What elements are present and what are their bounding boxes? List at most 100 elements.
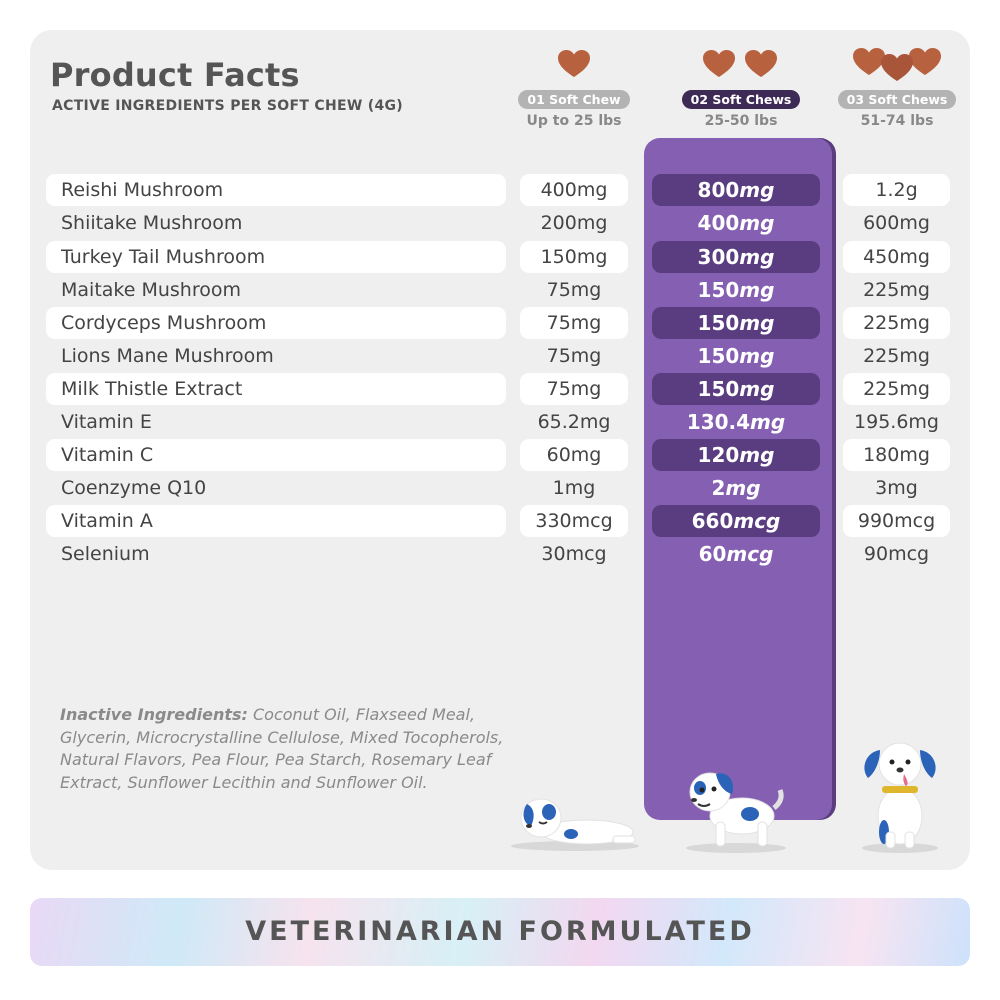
inactive-ingredients-text: Coconut Oil, Flaxseed Meal, Glycerin, Mi… — [60, 705, 504, 792]
ingredient-name: Maitake Mushroom — [61, 279, 241, 301]
value-unit: mg — [739, 443, 775, 467]
sleeping-dog-icon — [511, 798, 639, 851]
value-1-chew: 330mcg — [520, 505, 628, 537]
table-row: Turkey Tail Mushroom 150mg 300mg 450mg — [0, 241, 1000, 274]
value-3-chews: 990mcg — [843, 505, 950, 537]
value-3-chews: 195.6mg — [854, 411, 939, 433]
value-3-chews: 225mg — [843, 307, 950, 339]
value-1-chew: 60mg — [520, 439, 628, 471]
value-number: 660 — [691, 509, 734, 533]
banner-text: VETERINARIAN FORMULATED — [245, 916, 755, 947]
ingredient-name: Shiitake Mushroom — [61, 212, 243, 234]
value-number: 400 — [697, 211, 740, 235]
ingredient-name: Lions Mane Mushroom — [61, 345, 274, 367]
value-unit: mcg — [726, 542, 774, 566]
value-1-chew: 75mg — [546, 279, 602, 301]
value-1-chew: 400mg — [520, 174, 628, 206]
value-3-chews: 3mg — [875, 477, 918, 499]
value-1-chew: 1mg — [552, 477, 596, 499]
soft-chew-icon — [881, 54, 913, 81]
column-weight-1: Up to 25 lbs — [526, 113, 622, 129]
table-row: Lions Mane Mushroom 75mg 150mg 225mg — [0, 340, 1000, 373]
ingredient-name: Milk Thistle Extract — [46, 373, 506, 405]
value-2-chews: 2mg — [652, 472, 820, 504]
soft-chew-icon — [703, 50, 735, 77]
value-unit: mg — [739, 377, 775, 401]
value-unit: mg — [739, 344, 775, 368]
chew-icon-group-1 — [489, 48, 659, 84]
value-2-chews: 800mg — [652, 174, 820, 206]
column-weight-2: 25-50 lbs — [704, 113, 778, 129]
soft-chew-icon — [909, 48, 941, 75]
ingredient-name: Coenzyme Q10 — [61, 477, 207, 499]
value-number: 150 — [697, 377, 740, 401]
page-title: Product Facts — [50, 56, 300, 94]
table-row: Selenium 30mcg 60mcg 90mcg — [0, 538, 1000, 571]
soft-chew-icon — [558, 50, 590, 77]
ingredient-name: Cordyceps Mushroom — [46, 307, 506, 339]
soft-chew-icon — [745, 50, 777, 77]
value-2-chews: 150mg — [652, 340, 820, 372]
value-number: 300 — [697, 245, 740, 269]
ingredient-name: Reishi Mushroom — [46, 174, 506, 206]
value-2-chews: 60mcg — [652, 538, 820, 570]
value-1-chew: 75mg — [520, 307, 628, 339]
value-unit: mg — [750, 410, 786, 434]
value-2-chews: 120mg — [652, 439, 820, 471]
column-header-3: 03 Soft Chews 51-74 lbs — [812, 48, 982, 129]
value-unit: mcg — [733, 509, 781, 533]
value-1-chew: 75mg — [546, 345, 602, 367]
value-2-chews: 660mcg — [652, 505, 820, 537]
value-3-chews: 180mg — [843, 439, 950, 471]
column-weight-3: 51-74 lbs — [860, 113, 934, 129]
chew-icon-group-2 — [656, 48, 826, 84]
table-row: Reishi Mushroom 400mg 800mg 1.2g — [0, 174, 1000, 207]
value-unit: mg — [739, 245, 775, 269]
value-1-chew: 75mg — [520, 373, 628, 405]
value-unit: mg — [739, 211, 775, 235]
table-row: Maitake Mushroom 75mg 150mg 225mg — [0, 274, 1000, 307]
walking-dog-icon — [686, 772, 786, 853]
formulated-banner: VETERINARIAN FORMULATED — [30, 898, 970, 966]
soft-chew-icon — [853, 48, 885, 75]
value-3-chews: 600mg — [863, 212, 930, 234]
ingredient-name: Vitamin E — [61, 411, 152, 433]
inactive-ingredients: Inactive Ingredients: Coconut Oil, Flaxs… — [60, 704, 510, 794]
ingredient-name: Selenium — [61, 543, 150, 565]
value-number: 150 — [697, 311, 740, 335]
value-unit: mg — [739, 278, 775, 302]
value-3-chews: 225mg — [863, 279, 930, 301]
value-3-chews: 1.2g — [843, 174, 950, 206]
value-number: 60 — [698, 542, 727, 566]
column-header-1: 01 Soft Chew Up to 25 lbs — [489, 48, 659, 129]
ingredient-name: Turkey Tail Mushroom — [46, 241, 506, 273]
value-2-chews: 150mg — [652, 373, 820, 405]
value-2-chews: 150mg — [652, 307, 820, 339]
value-2-chews: 300mg — [652, 241, 820, 273]
table-row: Milk Thistle Extract 75mg 150mg 225mg — [0, 373, 1000, 406]
table-row: Coenzyme Q10 1mg 2mg 3mg — [0, 472, 1000, 505]
chew-icon-group-3 — [812, 48, 982, 84]
column-label-3: 03 Soft Chews — [837, 90, 957, 109]
sitting-dog-icon — [862, 742, 938, 853]
table-row: Cordyceps Mushroom 75mg 150mg 225mg — [0, 307, 1000, 340]
value-2-chews: 150mg — [652, 274, 820, 306]
ingredient-name: Vitamin C — [46, 439, 506, 471]
value-3-chews: 225mg — [863, 345, 930, 367]
page-subtitle: ACTIVE INGREDIENTS PER SOFT CHEW (4G) — [52, 98, 403, 114]
column-header-2: 02 Soft Chews 25-50 lbs — [656, 48, 826, 129]
value-1-chew: 200mg — [540, 212, 608, 234]
ingredient-name: Vitamin A — [46, 505, 506, 537]
value-unit: mg — [739, 178, 775, 202]
value-3-chews: 450mg — [843, 241, 950, 273]
column-label-2: 02 Soft Chews — [681, 90, 801, 109]
value-number: 130.4 — [686, 410, 751, 434]
value-number: 800 — [697, 178, 740, 202]
value-number: 2 — [711, 476, 726, 500]
table-row: Vitamin C 60mg 120mg 180mg — [0, 439, 1000, 472]
value-3-chews: 90mcg — [863, 543, 930, 565]
column-label-1: 01 Soft Chew — [518, 90, 630, 109]
value-2-chews: 130.4mg — [652, 406, 820, 438]
inactive-ingredients-label: Inactive Ingredients: — [60, 705, 248, 724]
value-1-chew: 30mcg — [541, 543, 607, 565]
